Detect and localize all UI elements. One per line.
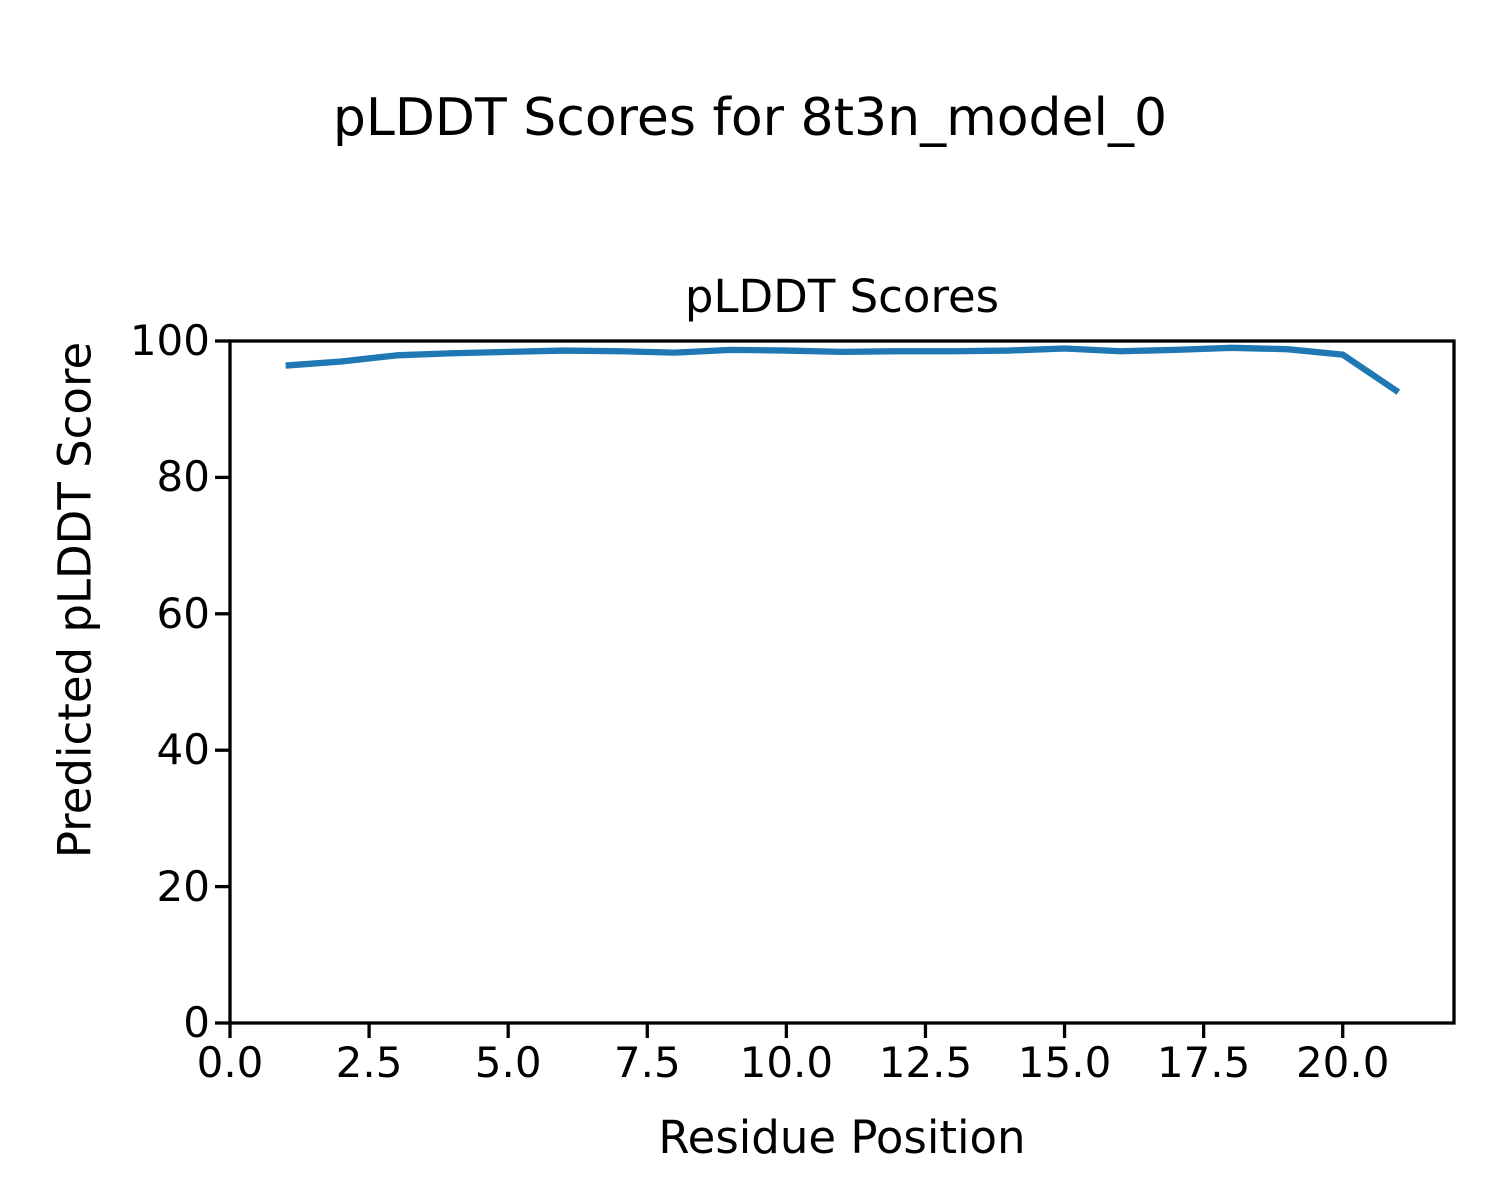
plddt-line [285,344,1401,395]
y-tick-label: 100 [129,316,210,365]
x-tick-label: 0.0 [196,1038,264,1087]
figure-suptitle: pLDDT Scores for 8t3n_model_0 [332,88,1168,148]
y-tick-label: 80 [156,452,210,502]
y-tick-label: 20 [156,861,210,911]
x-tick-label: 10.0 [739,1038,834,1087]
x-tick-label: 7.5 [613,1038,681,1087]
y-tick-label: 0 [183,998,210,1047]
x-tick-label: 2.5 [335,1038,403,1087]
axes-title: pLDDT Scores [684,270,1000,323]
x-tick-label: 17.5 [1156,1038,1251,1087]
x-axis-label: Residue Position [658,1111,1026,1164]
axes-spines [228,339,1456,1025]
y-tick-label: 60 [156,588,210,638]
y-tick-label: 40 [156,725,210,775]
x-tick-label: 20.0 [1295,1038,1390,1087]
plddt-line-chart [215,339,1456,1038]
x-tick-label: 12.5 [878,1038,973,1087]
x-tick-label: 15.0 [1017,1038,1112,1087]
x-tick-label: 5.0 [474,1038,542,1087]
